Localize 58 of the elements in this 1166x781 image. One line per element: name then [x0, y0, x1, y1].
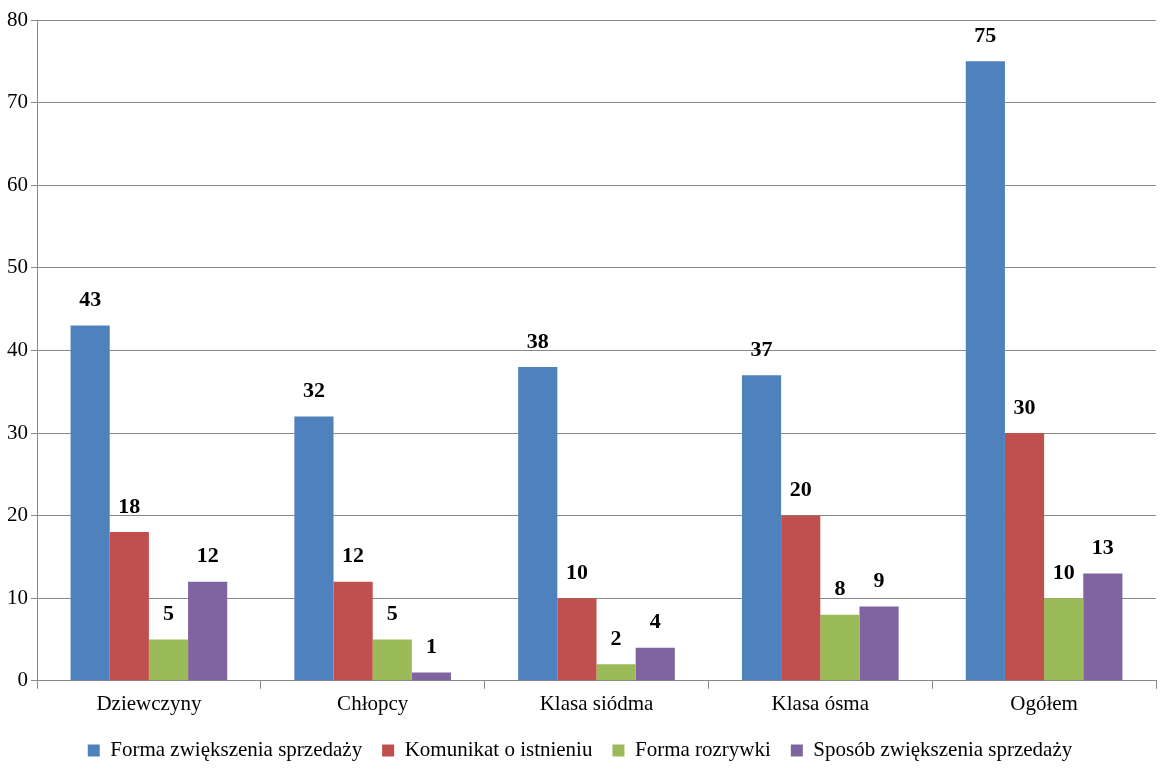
bar	[372, 639, 412, 681]
y-tick-label: 0	[17, 667, 28, 692]
data-label: 18	[118, 492, 141, 518]
legend-label: Sposób zwiększenia sprzedaży	[813, 737, 1073, 762]
bar	[820, 614, 860, 681]
legend-label: Forma zwiększenia sprzedaży	[110, 737, 363, 762]
data-label: 37	[750, 335, 773, 361]
data-label: 20	[789, 476, 812, 502]
bar	[741, 375, 782, 681]
bar	[333, 581, 373, 681]
bar	[1083, 573, 1123, 681]
data-label: 5	[386, 600, 398, 626]
y-tick-label: 60	[7, 171, 28, 196]
data-label: 10	[565, 558, 588, 584]
data-label: 4	[649, 608, 661, 634]
bar	[518, 366, 558, 681]
bar	[596, 664, 636, 681]
x-tick-label: Chłopcy	[337, 690, 409, 715]
data-label: 43	[79, 286, 102, 312]
bar	[411, 672, 452, 681]
data-label: 12	[196, 542, 219, 568]
data-label: 8	[834, 575, 846, 601]
bar	[294, 416, 334, 681]
data-label: 1	[425, 633, 437, 659]
x-tick-label: Klasa siódma	[539, 690, 655, 715]
data-label: 75	[974, 21, 997, 47]
legend-label: Komunikat o istnieniu	[404, 737, 593, 762]
legend-label: Forma rozrywki	[634, 737, 772, 762]
bar	[635, 647, 675, 681]
bar	[557, 598, 597, 681]
y-tick-label: 40	[7, 336, 28, 361]
data-label: 9	[873, 567, 885, 593]
bar	[70, 325, 110, 681]
bar	[1004, 433, 1045, 681]
bar	[781, 515, 821, 681]
data-label: 38	[526, 327, 549, 353]
x-tick-label: Klasa ósma	[771, 690, 870, 715]
data-label: 30	[1013, 393, 1036, 419]
data-label: 10	[1052, 558, 1075, 584]
bar	[859, 606, 899, 681]
y-tick-label: 80	[7, 6, 28, 31]
data-label: 32	[302, 377, 325, 403]
bar	[148, 639, 189, 681]
bar	[188, 581, 228, 681]
data-label: 2	[610, 624, 622, 650]
y-tick-label: 20	[7, 502, 28, 527]
y-tick-label: 50	[7, 254, 28, 279]
data-label: 12	[342, 542, 365, 568]
y-tick-label: 10	[7, 584, 28, 609]
y-tick-label: 30	[7, 419, 28, 444]
x-tick-label: Ogółem	[1010, 690, 1078, 715]
data-label: 5	[162, 600, 174, 626]
bar	[965, 61, 1005, 681]
bar	[1044, 598, 1084, 681]
x-tick-label: Dziewczyny	[96, 690, 202, 715]
y-tick-label: 70	[7, 89, 28, 114]
data-label: 13	[1091, 534, 1114, 560]
bar	[109, 532, 149, 681]
